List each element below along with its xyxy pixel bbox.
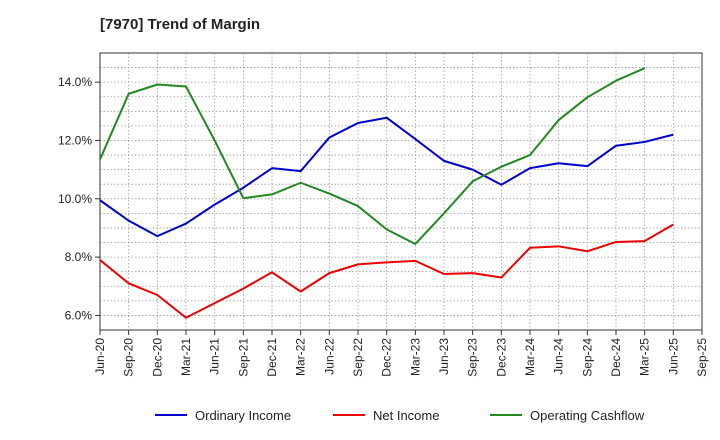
y-tick-label: 8.0%: [65, 250, 93, 264]
x-tick-label: Mar-23: [408, 338, 422, 376]
x-tick-label: Sep-20: [122, 338, 136, 377]
x-tick-label: Dec-21: [265, 338, 279, 377]
y-tick-label: 10.0%: [58, 192, 92, 206]
x-tick-label: Dec-20: [150, 338, 164, 377]
x-tick-label: Jun-20: [93, 338, 107, 375]
y-tick-label: 14.0%: [58, 75, 92, 89]
x-tick-label: Mar-21: [179, 338, 193, 376]
legend-label-operating-cashflow: Operating Cashflow: [530, 408, 645, 423]
grid-layer: [100, 53, 702, 330]
x-tick-label: Mar-22: [294, 338, 308, 376]
x-tick-label: Sep-21: [236, 338, 250, 377]
series-line-ordinary-income: [99, 116, 674, 238]
x-tick-label: Jun-23: [437, 338, 451, 375]
x-tick-label: Jun-25: [666, 338, 680, 375]
x-tick-label: Jun-24: [552, 338, 566, 375]
x-tick-label: Mar-24: [523, 338, 537, 376]
x-tick-label: Sep-24: [580, 338, 594, 377]
series-line-net-income: [99, 223, 674, 319]
x-tick-label: Sep-22: [351, 338, 365, 377]
series-layer: [99, 67, 674, 319]
x-tick-label: Dec-24: [609, 338, 623, 377]
chart-legend: Ordinary Income Net Income Operating Cashf…: [155, 408, 645, 423]
y-tick-label: 6.0%: [65, 308, 93, 322]
x-tick-label: Dec-23: [494, 338, 508, 377]
x-tick-label: Dec-22: [380, 338, 394, 377]
x-tick-label: Jun-22: [322, 338, 336, 375]
legend-label-net-income: Net Income: [373, 408, 439, 423]
x-tick-label: Mar-25: [638, 338, 652, 376]
axis-layer: 6.0% 8.0% 10.0% 12.0% 14.0% Jun-20 Sep-20 Dec-2…: [58, 52, 709, 377]
chart-title: [7970] Trend of Margin: [100, 16, 261, 33]
legend-label-ordinary-income: Ordinary Income: [195, 408, 291, 423]
y-tick-label: 12.0%: [58, 133, 92, 147]
x-tick-label: Sep-23: [466, 338, 480, 377]
x-tick-label: Jun-21: [208, 338, 222, 375]
plot-border: [99, 52, 703, 331]
x-tick-label: Sep-25: [695, 338, 709, 377]
plot-area: [100, 53, 702, 330]
series-line-operating-cashflow: [99, 67, 646, 245]
